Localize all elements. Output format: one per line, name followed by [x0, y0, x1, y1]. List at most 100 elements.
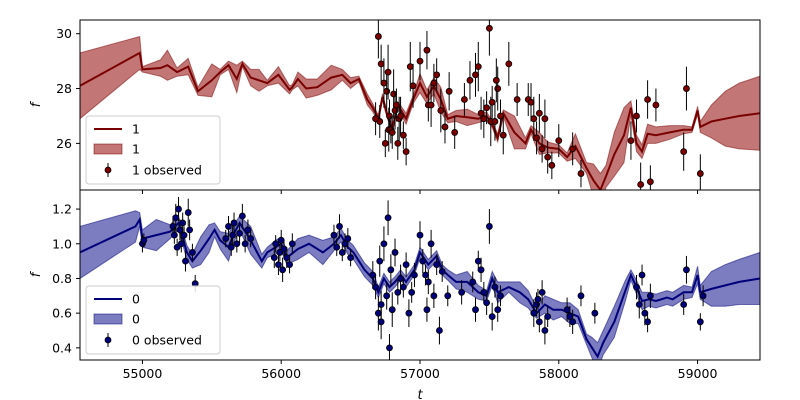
observed-point	[683, 266, 690, 274]
legend-point-swatch	[104, 166, 112, 174]
observed-point	[383, 292, 391, 300]
observed-point	[534, 295, 542, 303]
observed-point	[477, 109, 485, 117]
observed-point	[227, 243, 235, 251]
observed-point	[535, 109, 543, 117]
observed-point	[386, 344, 393, 352]
observed-point	[538, 288, 546, 296]
observed-point	[633, 283, 640, 291]
observed-point	[644, 96, 651, 103]
bottom-panel: 0.4 0.6 0.8 1.0 1.2 55000 56000 57000 58000 59000…	[29, 189, 761, 381]
observed-point	[577, 170, 585, 177]
observed-point	[384, 68, 392, 76]
observed-point	[458, 288, 466, 296]
observed-point	[485, 24, 493, 32]
observed-point	[376, 257, 384, 265]
observed-point	[177, 240, 185, 248]
observed-point	[333, 243, 341, 251]
observed-point	[184, 209, 192, 216]
observed-point	[641, 309, 649, 317]
observed-point	[179, 219, 187, 227]
x-tick-label: 58000	[539, 366, 579, 381]
observed-point	[472, 71, 479, 79]
observed-point	[347, 254, 355, 262]
observed-point	[424, 278, 432, 286]
legend-points-label: 1 observed	[132, 163, 202, 178]
observed-point	[430, 79, 438, 87]
observed-point	[386, 112, 393, 120]
observed-point	[399, 283, 407, 291]
observed-point	[491, 118, 499, 125]
plot-area	[80, 20, 760, 190]
observed-point	[483, 299, 491, 307]
observed-point	[387, 266, 395, 274]
y-tick-label: 30	[56, 26, 72, 41]
legend-band-label: 0	[132, 312, 140, 327]
observed-point	[176, 226, 184, 234]
observed-point	[416, 57, 424, 65]
observed-point	[480, 288, 488, 296]
observed-point	[637, 181, 645, 188]
observed-point	[430, 292, 438, 300]
observed-point	[422, 271, 429, 279]
observed-point	[286, 261, 293, 268]
observed-point	[494, 85, 502, 92]
legend-line-label: 1	[132, 122, 140, 137]
observed-point	[230, 219, 238, 227]
observed-point	[505, 60, 513, 68]
observed-point	[494, 306, 502, 314]
observed-point	[393, 101, 400, 109]
observed-point	[433, 261, 441, 268]
observed-point	[696, 318, 704, 326]
observed-point	[394, 139, 402, 147]
y-tick-label: 26	[56, 136, 72, 151]
observed-point	[555, 137, 563, 145]
observed-point	[338, 249, 346, 256]
observed-point	[485, 223, 493, 230]
observed-point	[336, 223, 343, 230]
observed-point	[170, 231, 178, 239]
observed-point	[280, 245, 288, 253]
observed-point	[169, 223, 177, 230]
observed-point	[180, 231, 188, 239]
observed-point	[544, 153, 552, 161]
observed-point	[530, 115, 538, 123]
observed-point	[409, 82, 417, 90]
observed-point	[548, 161, 556, 169]
observed-point	[236, 229, 243, 237]
observed-point	[372, 115, 379, 123]
observed-point	[377, 318, 385, 326]
observed-point	[233, 240, 241, 248]
observed-point	[488, 98, 496, 106]
y-axis-label: f	[29, 270, 44, 277]
observed-point	[436, 327, 443, 334]
observed-point	[461, 96, 468, 103]
observed-point	[433, 71, 441, 79]
observed-point	[390, 90, 398, 98]
observed-point	[270, 254, 278, 262]
observed-point	[492, 76, 500, 84]
legend-band-swatch	[93, 313, 123, 325]
observed-point	[272, 240, 280, 248]
observed-point	[380, 79, 388, 87]
x-axis-label: t	[417, 388, 423, 400]
observed-point	[563, 306, 571, 314]
observed-point	[172, 214, 180, 222]
observed-point	[411, 271, 418, 279]
observed-point	[469, 278, 477, 286]
observed-point	[330, 231, 338, 239]
x-tick-label: 59000	[678, 366, 718, 381]
observed-point	[427, 101, 435, 109]
observed-point	[497, 112, 504, 120]
observed-point	[419, 257, 427, 265]
observed-point	[680, 148, 688, 156]
legend-point-swatch	[104, 336, 112, 344]
observed-point	[402, 261, 410, 268]
observed-point	[288, 240, 296, 248]
observed-point	[277, 236, 285, 244]
observed-point	[423, 46, 431, 54]
observed-point	[438, 268, 446, 275]
observed-point	[427, 240, 435, 248]
plot-area	[80, 196, 760, 360]
